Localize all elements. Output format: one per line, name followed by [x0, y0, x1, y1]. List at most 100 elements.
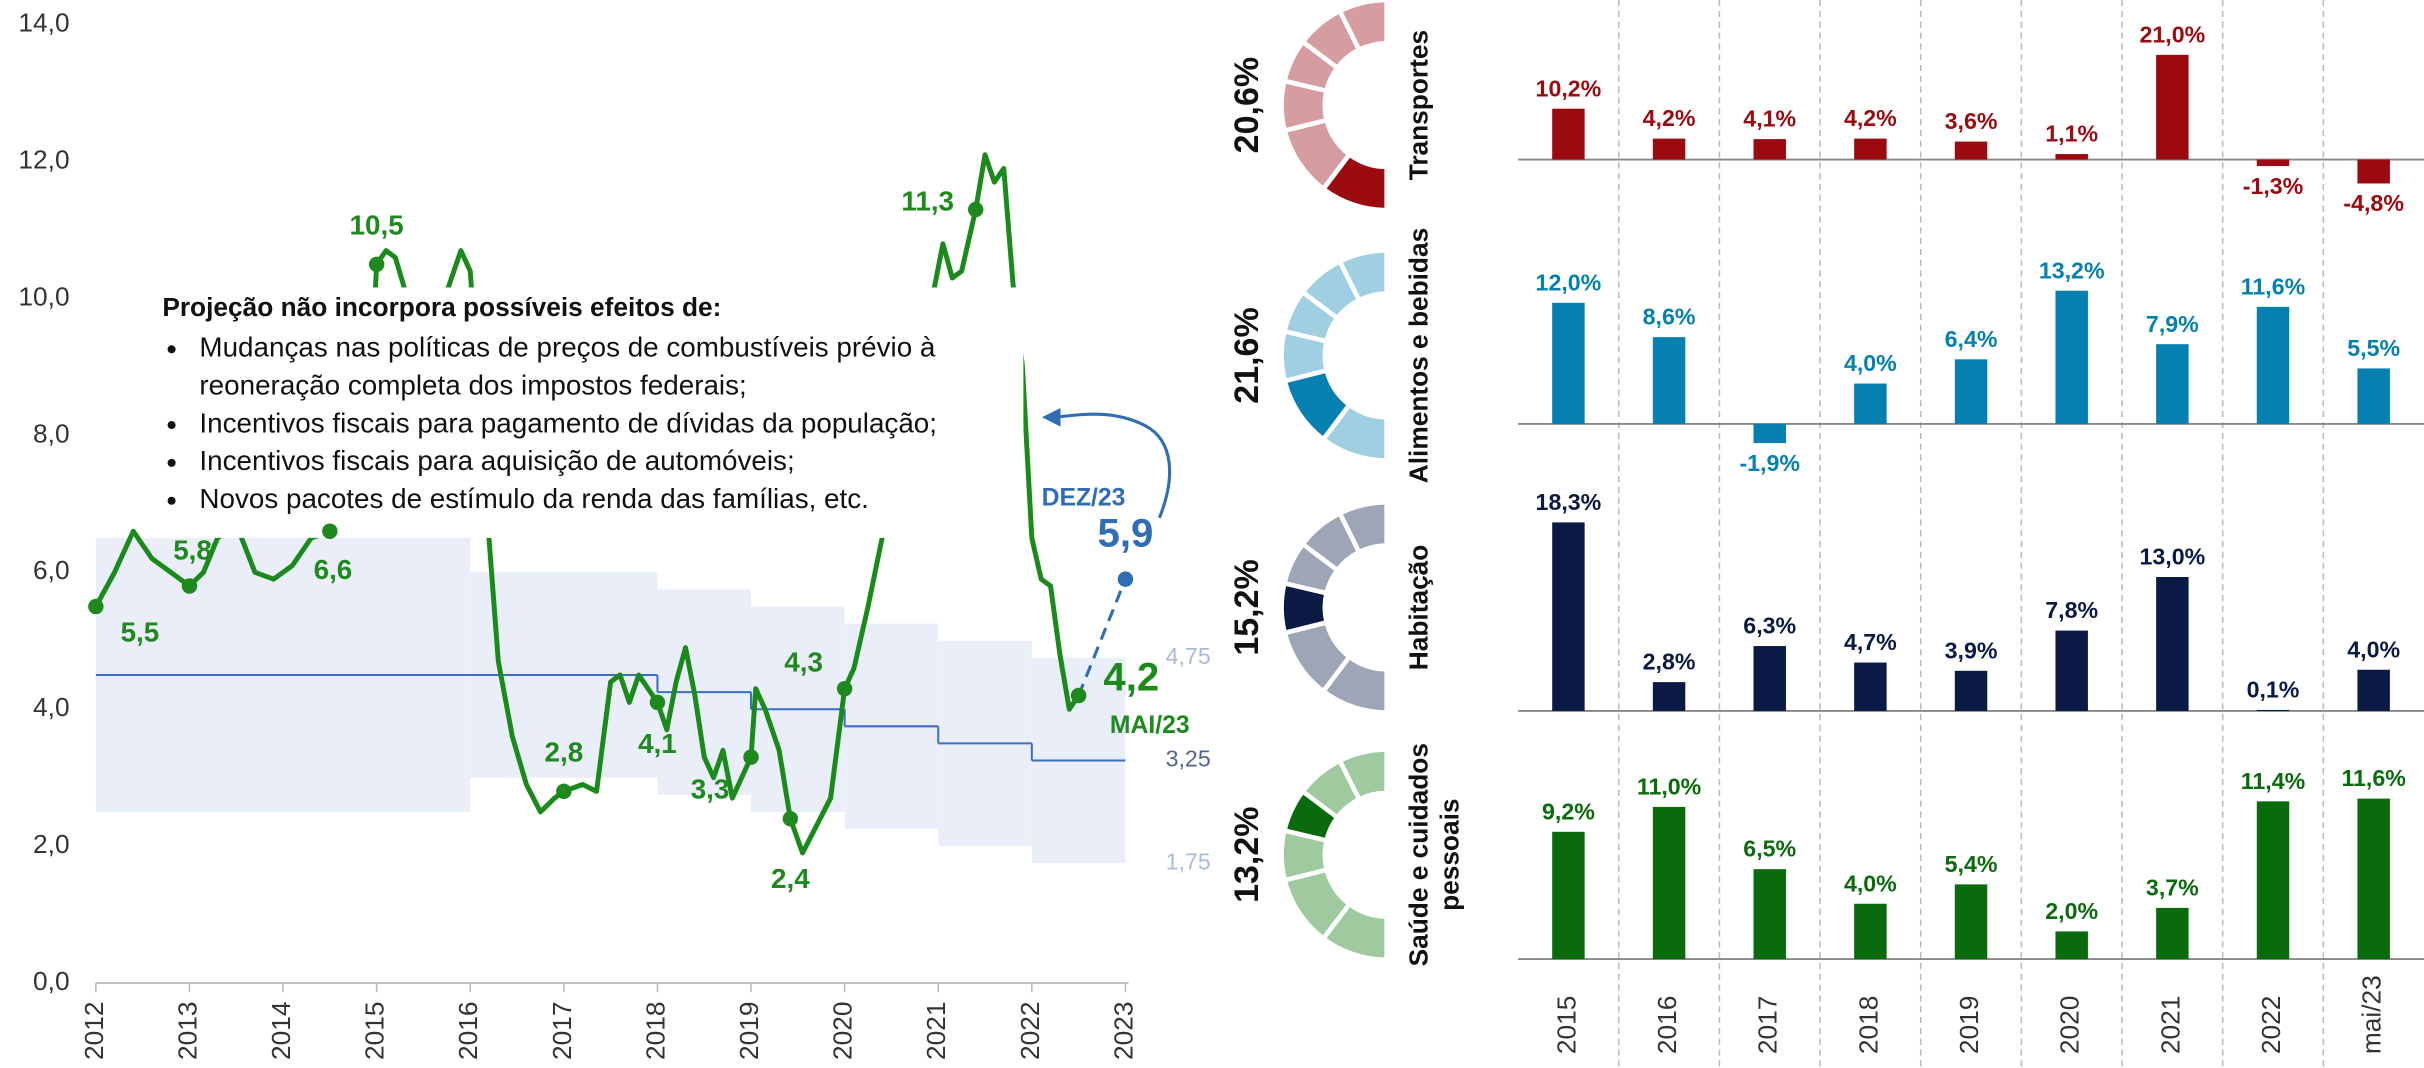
value-label: 2,0% — [2045, 898, 2098, 924]
x-tick-label: 2017 — [547, 1002, 577, 1060]
annotation-label: 11,3 — [901, 186, 954, 217]
bar — [2156, 344, 2189, 424]
value-label: 3,7% — [2146, 874, 2199, 900]
bar — [1753, 423, 1786, 444]
bar — [1854, 383, 1887, 424]
bar — [1552, 108, 1585, 160]
bar — [1854, 903, 1887, 960]
value-label: 10,2% — [1536, 75, 1602, 101]
row-label: Saúde e cuidados — [1404, 743, 1434, 966]
bar — [2156, 907, 2189, 960]
annotation-dot — [743, 749, 759, 765]
value-label: 18,3% — [1536, 489, 1602, 515]
annotation-label: 4,1 — [638, 728, 677, 759]
annotation-dot — [1117, 571, 1134, 587]
bar — [1753, 139, 1786, 160]
bar — [1652, 806, 1686, 960]
value-label: 1,1% — [2045, 121, 2098, 147]
share-label: 21,6% — [1228, 307, 1266, 403]
value-label: 3,9% — [1945, 637, 1998, 663]
x-tick-label: mai/23 — [2357, 975, 2387, 1054]
note-item: Novos pacotes de estímulo da renda das f… — [199, 483, 868, 514]
annotation-dot — [1070, 687, 1087, 704]
value-label: 4,2% — [1844, 105, 1897, 131]
x-tick-label: 2017 — [1753, 996, 1783, 1054]
annotation-dot — [322, 523, 338, 539]
x-tick-label: 2022 — [2256, 996, 2286, 1054]
value-label: 4,0% — [2347, 636, 2400, 662]
value-label: 6,4% — [1945, 326, 1998, 352]
note-item: Incentivos fiscais para aquisição de aut… — [199, 445, 794, 476]
value-label: 5,4% — [1945, 851, 1998, 877]
donut-rest — [1336, 747, 1390, 803]
x-tick-label: 2021 — [2155, 996, 2185, 1054]
bar — [2256, 709, 2290, 711]
x-tick-label: 2023 — [1108, 1002, 1138, 1060]
y-tick-label: 4,0 — [33, 692, 70, 722]
value-label: 4,2% — [1643, 105, 1696, 131]
x-tick-label: 2019 — [734, 1002, 764, 1060]
x-tick-label: 2013 — [172, 1002, 202, 1060]
annotation-dot — [88, 598, 104, 615]
value-label: 6,5% — [1743, 836, 1796, 862]
bar — [1954, 359, 1988, 424]
bar — [1552, 522, 1585, 711]
note-item: Incentivos fiscais para pagamento de dív… — [199, 407, 937, 438]
x-tick-label: 2012 — [79, 1002, 109, 1060]
bar — [2256, 306, 2290, 424]
bar — [1954, 884, 1988, 960]
annotation-label: 4,3 — [784, 646, 823, 677]
bar — [2055, 630, 2088, 711]
bar — [2357, 669, 2390, 711]
y-tick-label: 8,0 — [33, 418, 70, 448]
annotation-dot — [836, 680, 853, 697]
value-label: 4,0% — [1844, 350, 1897, 376]
annotation-dot — [649, 694, 666, 711]
x-tick-label: 2015 — [360, 1002, 390, 1060]
note-bullet — [167, 496, 176, 505]
annotation-label: 5,9 — [1097, 510, 1153, 555]
annotation-label: 10,5 — [350, 210, 404, 241]
annotation-dot — [368, 256, 385, 273]
annotation-label: 2,8 — [545, 737, 584, 768]
share-label: 15,2% — [1228, 559, 1266, 655]
band-label: 3,25 — [1166, 746, 1211, 772]
note-item: Mudanças nas políticas de preços de comb… — [199, 332, 935, 363]
projection-line — [1077, 578, 1127, 697]
last-date-label: MAI/23 — [1110, 712, 1190, 739]
bar — [1552, 831, 1585, 960]
bar — [2357, 159, 2390, 184]
share-label: 20,6% — [1228, 57, 1266, 153]
value-label: 4,0% — [1844, 870, 1897, 896]
note-arrow-head — [1041, 408, 1061, 427]
value-label: 7,8% — [2045, 597, 2098, 623]
value-label: 8,6% — [1643, 304, 1696, 330]
row-label: Transportes — [1404, 30, 1434, 180]
x-tick-label: 2018 — [1853, 996, 1883, 1054]
x-tick-label: 2016 — [1652, 996, 1682, 1054]
value-label: 4,1% — [1743, 106, 1796, 132]
x-tick-label: 2019 — [1954, 996, 1984, 1054]
value-label: -1,9% — [1739, 450, 1800, 476]
y-tick-label: 6,0 — [33, 555, 70, 585]
note-bullet — [167, 421, 176, 430]
value-label: 13,2% — [2039, 257, 2105, 283]
bar — [1652, 682, 1686, 711]
value-label: 12,0% — [1536, 269, 1602, 295]
x-tick-label: 2021 — [921, 1002, 951, 1060]
x-tick-label: 2018 — [640, 1002, 670, 1060]
value-label: 11,6% — [2241, 273, 2305, 299]
note-title: Projeção não incorpora possíveis efeitos… — [162, 292, 721, 322]
bar — [2055, 931, 2088, 960]
bar — [1854, 662, 1887, 711]
row-label: pessoais — [1435, 798, 1465, 910]
bar — [2256, 159, 2290, 167]
x-tick-label: 2022 — [1015, 1002, 1045, 1060]
bar — [2357, 798, 2390, 960]
bar — [2256, 801, 2290, 960]
bar — [2357, 368, 2390, 424]
donut-rest — [1336, 499, 1390, 556]
bar — [1552, 302, 1585, 424]
value-label: 6,3% — [1743, 613, 1796, 639]
annotation-label: 5,8 — [173, 534, 212, 565]
